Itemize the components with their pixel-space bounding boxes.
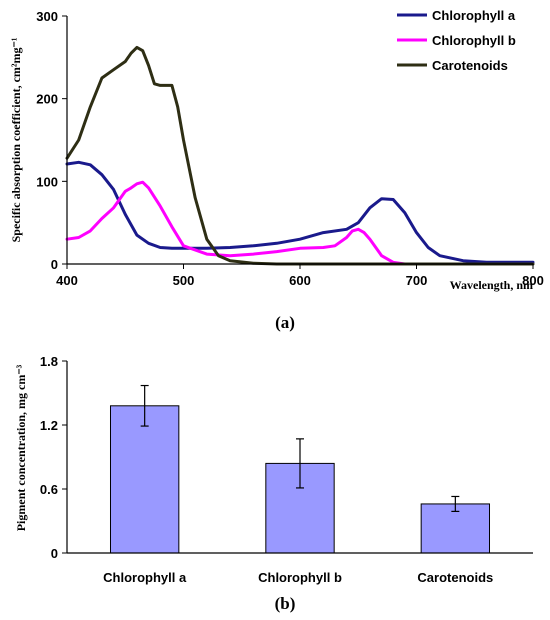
b-y-ticks: 0 0.6 1.2 1.8 bbox=[40, 354, 67, 561]
a-y-tick-label: 0 bbox=[51, 257, 58, 272]
a-x-tick-label: 800 bbox=[522, 273, 544, 288]
category-label-chlorophyll-a: Chlorophyll a bbox=[103, 570, 187, 585]
series-line-chlorophyll-b bbox=[65, 180, 418, 266]
absorption-series-group bbox=[65, 45, 535, 266]
a-x-axis-title: Wavelength, nm bbox=[450, 278, 533, 292]
absorption-spectra-chart: 0 100 200 300 400 500 600 700 800 Wavelength, n… bbox=[9, 8, 544, 332]
b-y-tick-label: 1.8 bbox=[40, 354, 58, 369]
a-y-axis-title: Specific absorption coefficient, cm²mg⁻¹ bbox=[9, 37, 23, 242]
a-y-tick-label: 200 bbox=[36, 92, 58, 107]
legend-label-chlorophyll-b: Chlorophyll b bbox=[432, 33, 516, 48]
legend-label-chlorophyll-a: Chlorophyll a bbox=[432, 8, 516, 23]
a-x-ticks: 400 500 600 700 800 bbox=[56, 264, 544, 288]
a-x-tick-label: 500 bbox=[173, 273, 195, 288]
bar-chlorophyll-a bbox=[109, 405, 180, 554]
a-x-tick-label: 600 bbox=[289, 273, 311, 288]
legend-label-carotenoids: Carotenoids bbox=[432, 58, 508, 73]
a-x-tick-label: 700 bbox=[406, 273, 428, 288]
b-y-tick-label: 0.6 bbox=[40, 482, 58, 497]
category-label-carotenoids: Carotenoids bbox=[417, 570, 493, 585]
b-category-labels: Chlorophyll a Chlorophyll b Carotenoids bbox=[103, 570, 493, 585]
a-y-tick-label: 100 bbox=[36, 174, 58, 189]
a-x-tick-label: 400 bbox=[56, 273, 78, 288]
b-y-tick-label: 1.2 bbox=[40, 418, 58, 433]
b-y-tick-label: 0 bbox=[51, 546, 58, 561]
panel-label-b: (b) bbox=[275, 594, 296, 613]
pigment-concentration-chart: 0 0.6 1.2 1.8 Chlorophyll a Chlorophyll b Car… bbox=[14, 354, 533, 613]
a-legend: Chlorophyll a Chlorophyll b Carotenoids bbox=[397, 8, 516, 73]
concentration-bars-group bbox=[109, 384, 491, 554]
category-label-chlorophyll-b: Chlorophyll b bbox=[258, 570, 342, 585]
series-line-chlorophyll-a bbox=[65, 160, 535, 264]
series-line-carotenoids bbox=[65, 45, 535, 266]
a-y-ticks: 0 100 200 300 bbox=[36, 9, 67, 272]
a-y-tick-label: 300 bbox=[36, 9, 58, 24]
b-y-axis-title: Pigment concentration, mg cm⁻³ bbox=[14, 364, 28, 531]
panel-label-a: (a) bbox=[275, 313, 295, 332]
